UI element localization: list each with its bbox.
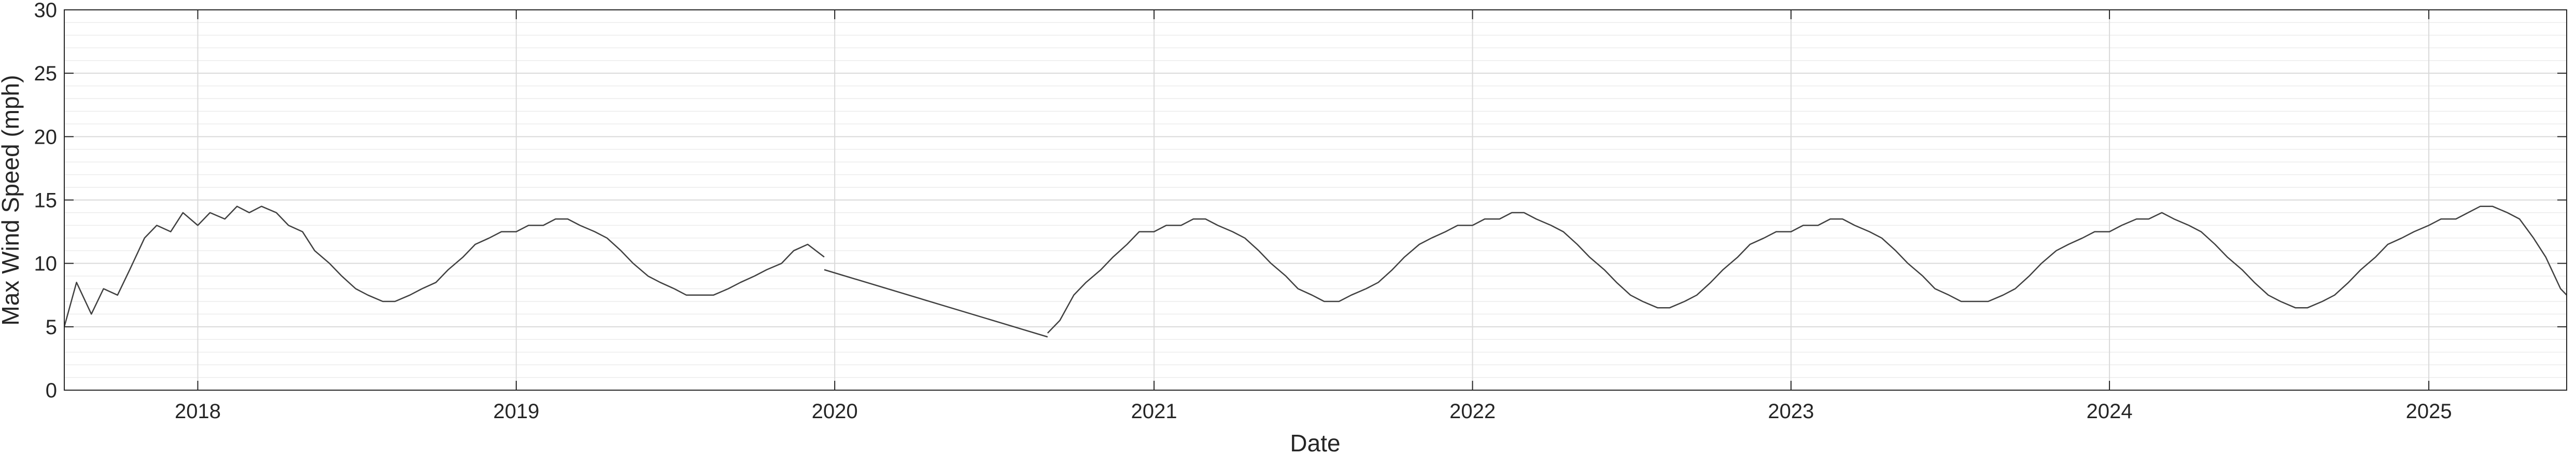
y-tick-label: 0: [46, 379, 57, 402]
x-tick-label: 2021: [1131, 400, 1177, 423]
y-tick-label: 5: [46, 316, 57, 339]
y-tick-label: 20: [34, 126, 58, 148]
y-tick-labels: 0 5 10 15 20 25 30: [34, 0, 58, 402]
major-grid: [64, 10, 2567, 390]
series-line-segment-1: [63, 205, 825, 327]
x-tick-label: 2023: [1768, 400, 1814, 423]
y-tick-label: 30: [34, 0, 58, 22]
x-tick-label: 2019: [493, 400, 539, 423]
series-gap-connector: [824, 269, 1048, 338]
x-tick-label: 2024: [2087, 400, 2133, 423]
tick-marks: [64, 9, 2567, 391]
x-tick-label: 2025: [2406, 400, 2452, 423]
series-line-segment-2: [1047, 205, 2567, 334]
y-tick-label: 10: [34, 253, 58, 275]
series-layer: [63, 205, 2567, 338]
y-axis-label: Max Wind Speed (mph): [0, 75, 24, 325]
y-tick-label: 15: [34, 189, 58, 212]
x-tick-labels: 2018 2019 2020 2021 2022 2023 2024 2025: [175, 400, 2452, 423]
x-tick-label: 2018: [175, 400, 221, 423]
x-axis-label: Date: [1290, 430, 1340, 455]
y-tick-label: 25: [34, 62, 58, 85]
minor-grid: [64, 22, 2567, 378]
x-tick-label: 2020: [812, 400, 858, 423]
x-tick-label: 2022: [1449, 400, 1496, 423]
